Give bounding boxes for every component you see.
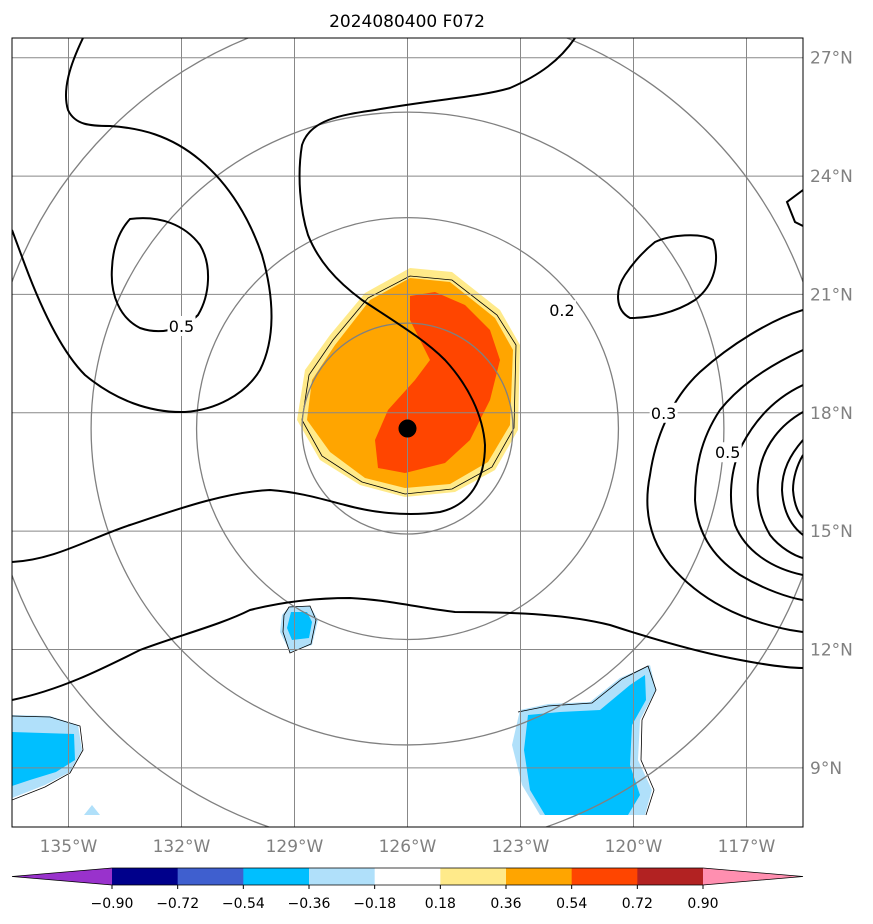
map-frame (11, 37, 804, 828)
storm-center-marker (398, 419, 417, 438)
colorbar-tick-label: −0.54 (222, 896, 265, 912)
negative-anomaly-west-core (12, 732, 75, 786)
latitude-tick-label: 15°N (810, 522, 853, 542)
colorbar-tick-labels: −0.90 −0.72 −0.54 −0.36 −0.18 0.18 0.36 0.54 0.7… (91, 885, 719, 912)
longitude-tick-labels: 135°W 132°W 129°W 126°W 123°W 120°W 117°W (40, 837, 776, 857)
contour-label-background (713, 442, 742, 463)
colorbar-extend-high (703, 868, 803, 885)
longitude-tick-label: 117°W (718, 837, 776, 857)
contour-labels: 0.5 0.2 0.3 0.5 (167, 300, 742, 463)
longitude-tick-label: 120°W (605, 837, 663, 857)
contour-line-loop-east (617, 234, 717, 320)
colorbar-tick-label: −0.18 (353, 896, 396, 912)
contour-label: 0.5 (169, 317, 194, 336)
contour-label: 0.5 (715, 443, 740, 462)
contour-line-east-2 (693, 349, 803, 601)
colorbar-tick-label: 0.54 (556, 896, 587, 912)
negative-anomaly-southeast-core (524, 675, 646, 815)
colorbar-segment (440, 868, 507, 885)
contour-line-east-6 (791, 454, 803, 519)
latitude-tick-label: 18°N (810, 404, 853, 424)
negative-anomaly-small-core (287, 612, 312, 640)
contour-line-northwest (12, 38, 273, 414)
graticule (12, 38, 803, 827)
contour-line-loop-west (110, 217, 210, 333)
negative-west-outline (12, 715, 84, 801)
colorbar (11, 867, 804, 886)
range-rings (12, 38, 803, 827)
colorbar-segment (374, 868, 441, 885)
colorbar-tick-label: 0.36 (490, 896, 521, 912)
positive-anomaly-outline (301, 275, 517, 495)
figure-title: 2024080400 F072 (329, 12, 485, 32)
contour-label-background (167, 315, 196, 336)
contour-line-north (12, 38, 576, 563)
contour-lines (12, 38, 803, 701)
range-ring (195, 216, 620, 641)
longitude-tick-label: 129°W (266, 837, 324, 857)
longitude-tick-label: 132°W (153, 837, 211, 857)
colorbar-segment (177, 868, 244, 885)
latitude-tick-label: 21°N (810, 285, 853, 305)
map-panel: 0.5 0.2 0.3 0.5 (12, 38, 803, 827)
longitude-tick-label: 126°W (379, 837, 437, 857)
latitude-tick-label: 12°N (810, 640, 853, 660)
colorbar-tick-label: −0.36 (288, 896, 331, 912)
colorbar-segment (309, 868, 376, 885)
negative-anomaly-bottom-sliver (84, 805, 100, 815)
contour-label: 0.3 (651, 404, 676, 423)
colorbar-segment (112, 868, 179, 885)
latitude-tick-label: 27°N (810, 49, 853, 69)
contour-line-east-5 (780, 439, 803, 536)
colorbar-segment (637, 868, 704, 885)
longitude-tick-label: 123°W (492, 837, 550, 857)
latitude-tick-labels: 9°N 12°N 15°N 18°N 21°N 24°N 27°N (810, 49, 853, 779)
negative-small-outline (282, 605, 317, 654)
contour-line-east-4 (756, 411, 803, 559)
latitude-tick-label: 9°N (810, 759, 842, 779)
colorbar-segment (571, 868, 638, 885)
contour-line-south (12, 596, 803, 701)
range-ring (301, 322, 514, 535)
contour-label-background (547, 300, 576, 321)
colorbar-extend-low (12, 868, 112, 885)
range-ring (90, 111, 725, 746)
colorbar-tick-label: 0.90 (687, 896, 718, 912)
filled-regions (12, 268, 656, 815)
colorbar-segment (243, 868, 310, 885)
contour-line-east-corner (785, 189, 803, 227)
colorbar-segment (506, 868, 573, 885)
contour-line-east-1 (646, 309, 803, 633)
contour-line-east-3 (729, 384, 803, 576)
colorbar-tick-label: 0.72 (622, 896, 653, 912)
colorbar-tick-label: 0.18 (425, 896, 456, 912)
colorbar-tick-label: −0.72 (156, 896, 199, 912)
contour-label: 0.2 (549, 301, 574, 320)
contour-label-background (649, 402, 678, 423)
latitude-tick-label: 24°N (810, 167, 853, 187)
longitude-tick-label: 135°W (40, 837, 98, 857)
colorbar-tick-label: −0.90 (91, 896, 134, 912)
